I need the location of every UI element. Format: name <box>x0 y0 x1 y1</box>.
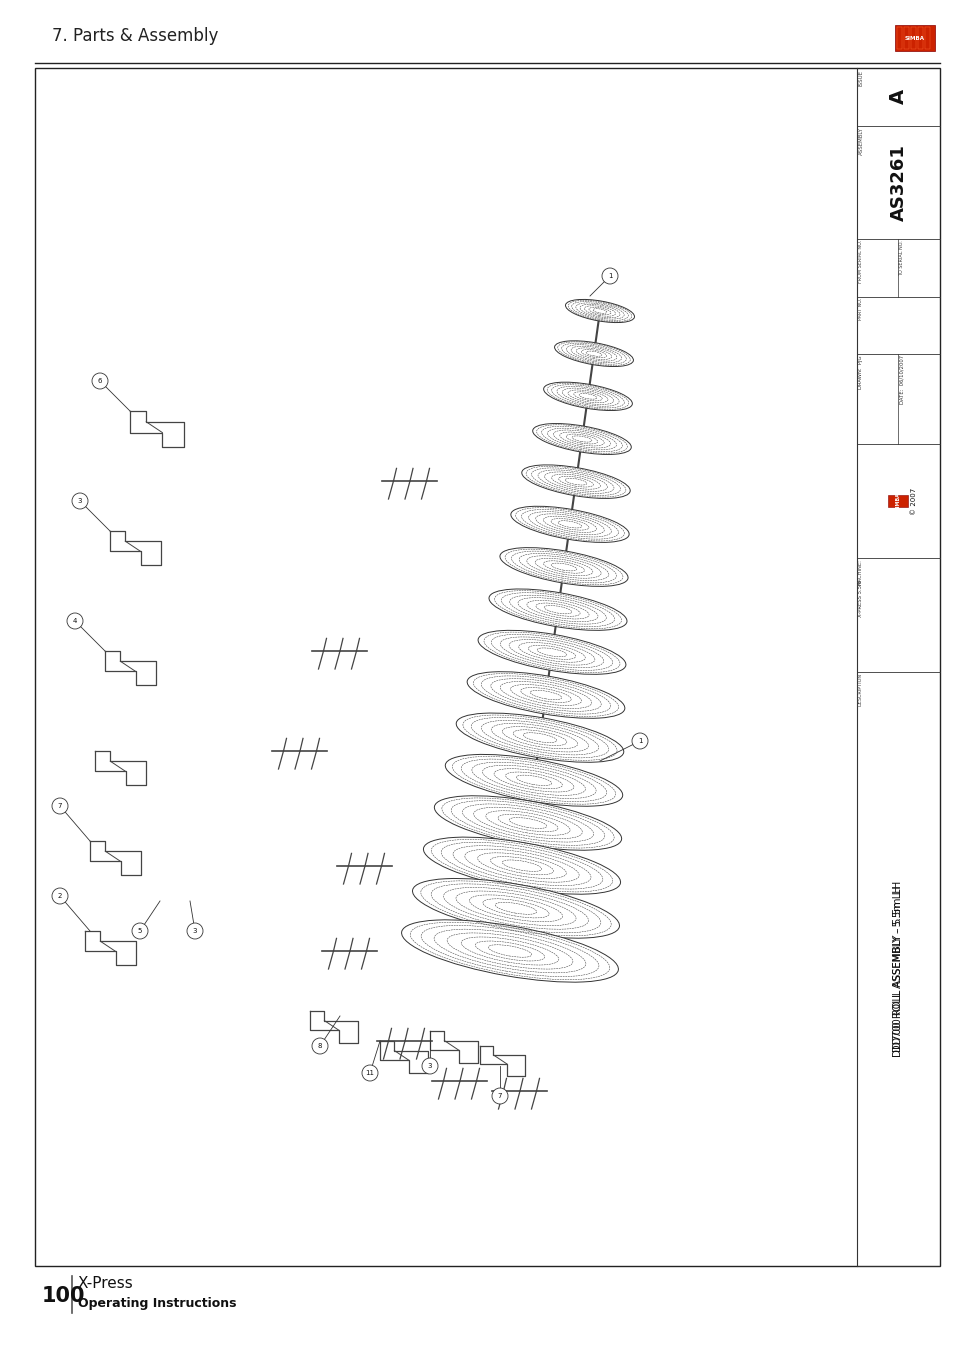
Text: 11: 11 <box>365 1070 375 1075</box>
Text: 100: 100 <box>42 1286 86 1306</box>
Ellipse shape <box>467 671 624 719</box>
Circle shape <box>67 613 83 630</box>
Text: PART NO.: PART NO. <box>857 297 862 320</box>
Circle shape <box>492 1088 507 1104</box>
Ellipse shape <box>401 920 618 982</box>
Bar <box>894 26 934 51</box>
Circle shape <box>52 888 68 904</box>
Bar <box>910 27 915 49</box>
Text: 2: 2 <box>58 893 62 898</box>
Text: AS3261: AS3261 <box>888 145 906 220</box>
Text: FROM SERIAL NO.: FROM SERIAL NO. <box>857 240 862 284</box>
Circle shape <box>71 493 88 509</box>
Ellipse shape <box>532 423 631 454</box>
Circle shape <box>631 734 647 748</box>
Circle shape <box>187 923 203 939</box>
Text: SIMBA: SIMBA <box>904 35 924 41</box>
Ellipse shape <box>412 878 618 938</box>
Ellipse shape <box>543 382 632 411</box>
Circle shape <box>52 798 68 815</box>
Text: ASSEMBLY: ASSEMBLY <box>858 127 863 155</box>
Bar <box>887 494 907 507</box>
Text: 7: 7 <box>497 1093 501 1098</box>
Text: MACHINE:: MACHINE: <box>857 559 862 585</box>
Text: DRAWN:  PJG: DRAWN: PJG <box>857 355 862 389</box>
Text: 7. Parts & Assembly: 7. Parts & Assembly <box>52 27 218 45</box>
Text: 3: 3 <box>427 1063 432 1069</box>
Bar <box>896 27 901 49</box>
Ellipse shape <box>510 507 628 542</box>
Text: DESCRIPTION: DESCRIPTION <box>857 673 862 707</box>
Text: A: A <box>888 89 907 104</box>
Text: DATE:  06/10/2007: DATE: 06/10/2007 <box>899 355 903 404</box>
Text: 6: 6 <box>97 378 102 384</box>
Bar <box>35 68 939 1266</box>
Text: 8: 8 <box>317 1043 322 1048</box>
Ellipse shape <box>434 796 621 850</box>
Text: 7: 7 <box>58 802 62 809</box>
Text: 4: 4 <box>72 617 77 624</box>
Text: © 2007: © 2007 <box>910 488 917 515</box>
Circle shape <box>312 1038 328 1054</box>
Text: Operating Instructions: Operating Instructions <box>78 1297 236 1309</box>
Circle shape <box>421 1058 437 1074</box>
Text: DD700 ROLL ASSEMBLY - 5.5m LH: DD700 ROLL ASSEMBLY - 5.5m LH <box>893 886 902 1052</box>
Ellipse shape <box>423 838 619 894</box>
Circle shape <box>601 267 618 284</box>
Text: 3: 3 <box>77 499 82 504</box>
Circle shape <box>91 373 108 389</box>
Bar <box>917 27 923 49</box>
Text: X-PRESS 5.5m: X-PRESS 5.5m <box>857 580 862 617</box>
Text: SIMBA: SIMBA <box>895 492 900 511</box>
Ellipse shape <box>456 713 623 762</box>
Text: X-Press: X-Press <box>78 1275 133 1290</box>
Ellipse shape <box>554 340 633 366</box>
Text: 1: 1 <box>607 273 612 280</box>
Circle shape <box>361 1065 377 1081</box>
Ellipse shape <box>499 547 627 586</box>
Ellipse shape <box>477 631 625 674</box>
Ellipse shape <box>521 465 630 499</box>
Ellipse shape <box>445 754 622 807</box>
Text: DD700 ROLL ASSEMBLY - 5.5m LH: DD700 ROLL ASSEMBLY - 5.5m LH <box>893 881 902 1056</box>
Bar <box>924 27 929 49</box>
Text: 5: 5 <box>137 928 142 934</box>
Bar <box>903 27 908 49</box>
Text: ISSUE: ISSUE <box>858 70 863 86</box>
Circle shape <box>132 923 148 939</box>
Ellipse shape <box>565 300 634 323</box>
Text: 1: 1 <box>638 738 641 744</box>
Text: TO SERIAL NO.: TO SERIAL NO. <box>899 240 903 276</box>
Ellipse shape <box>489 589 626 631</box>
Text: 3: 3 <box>193 928 197 934</box>
